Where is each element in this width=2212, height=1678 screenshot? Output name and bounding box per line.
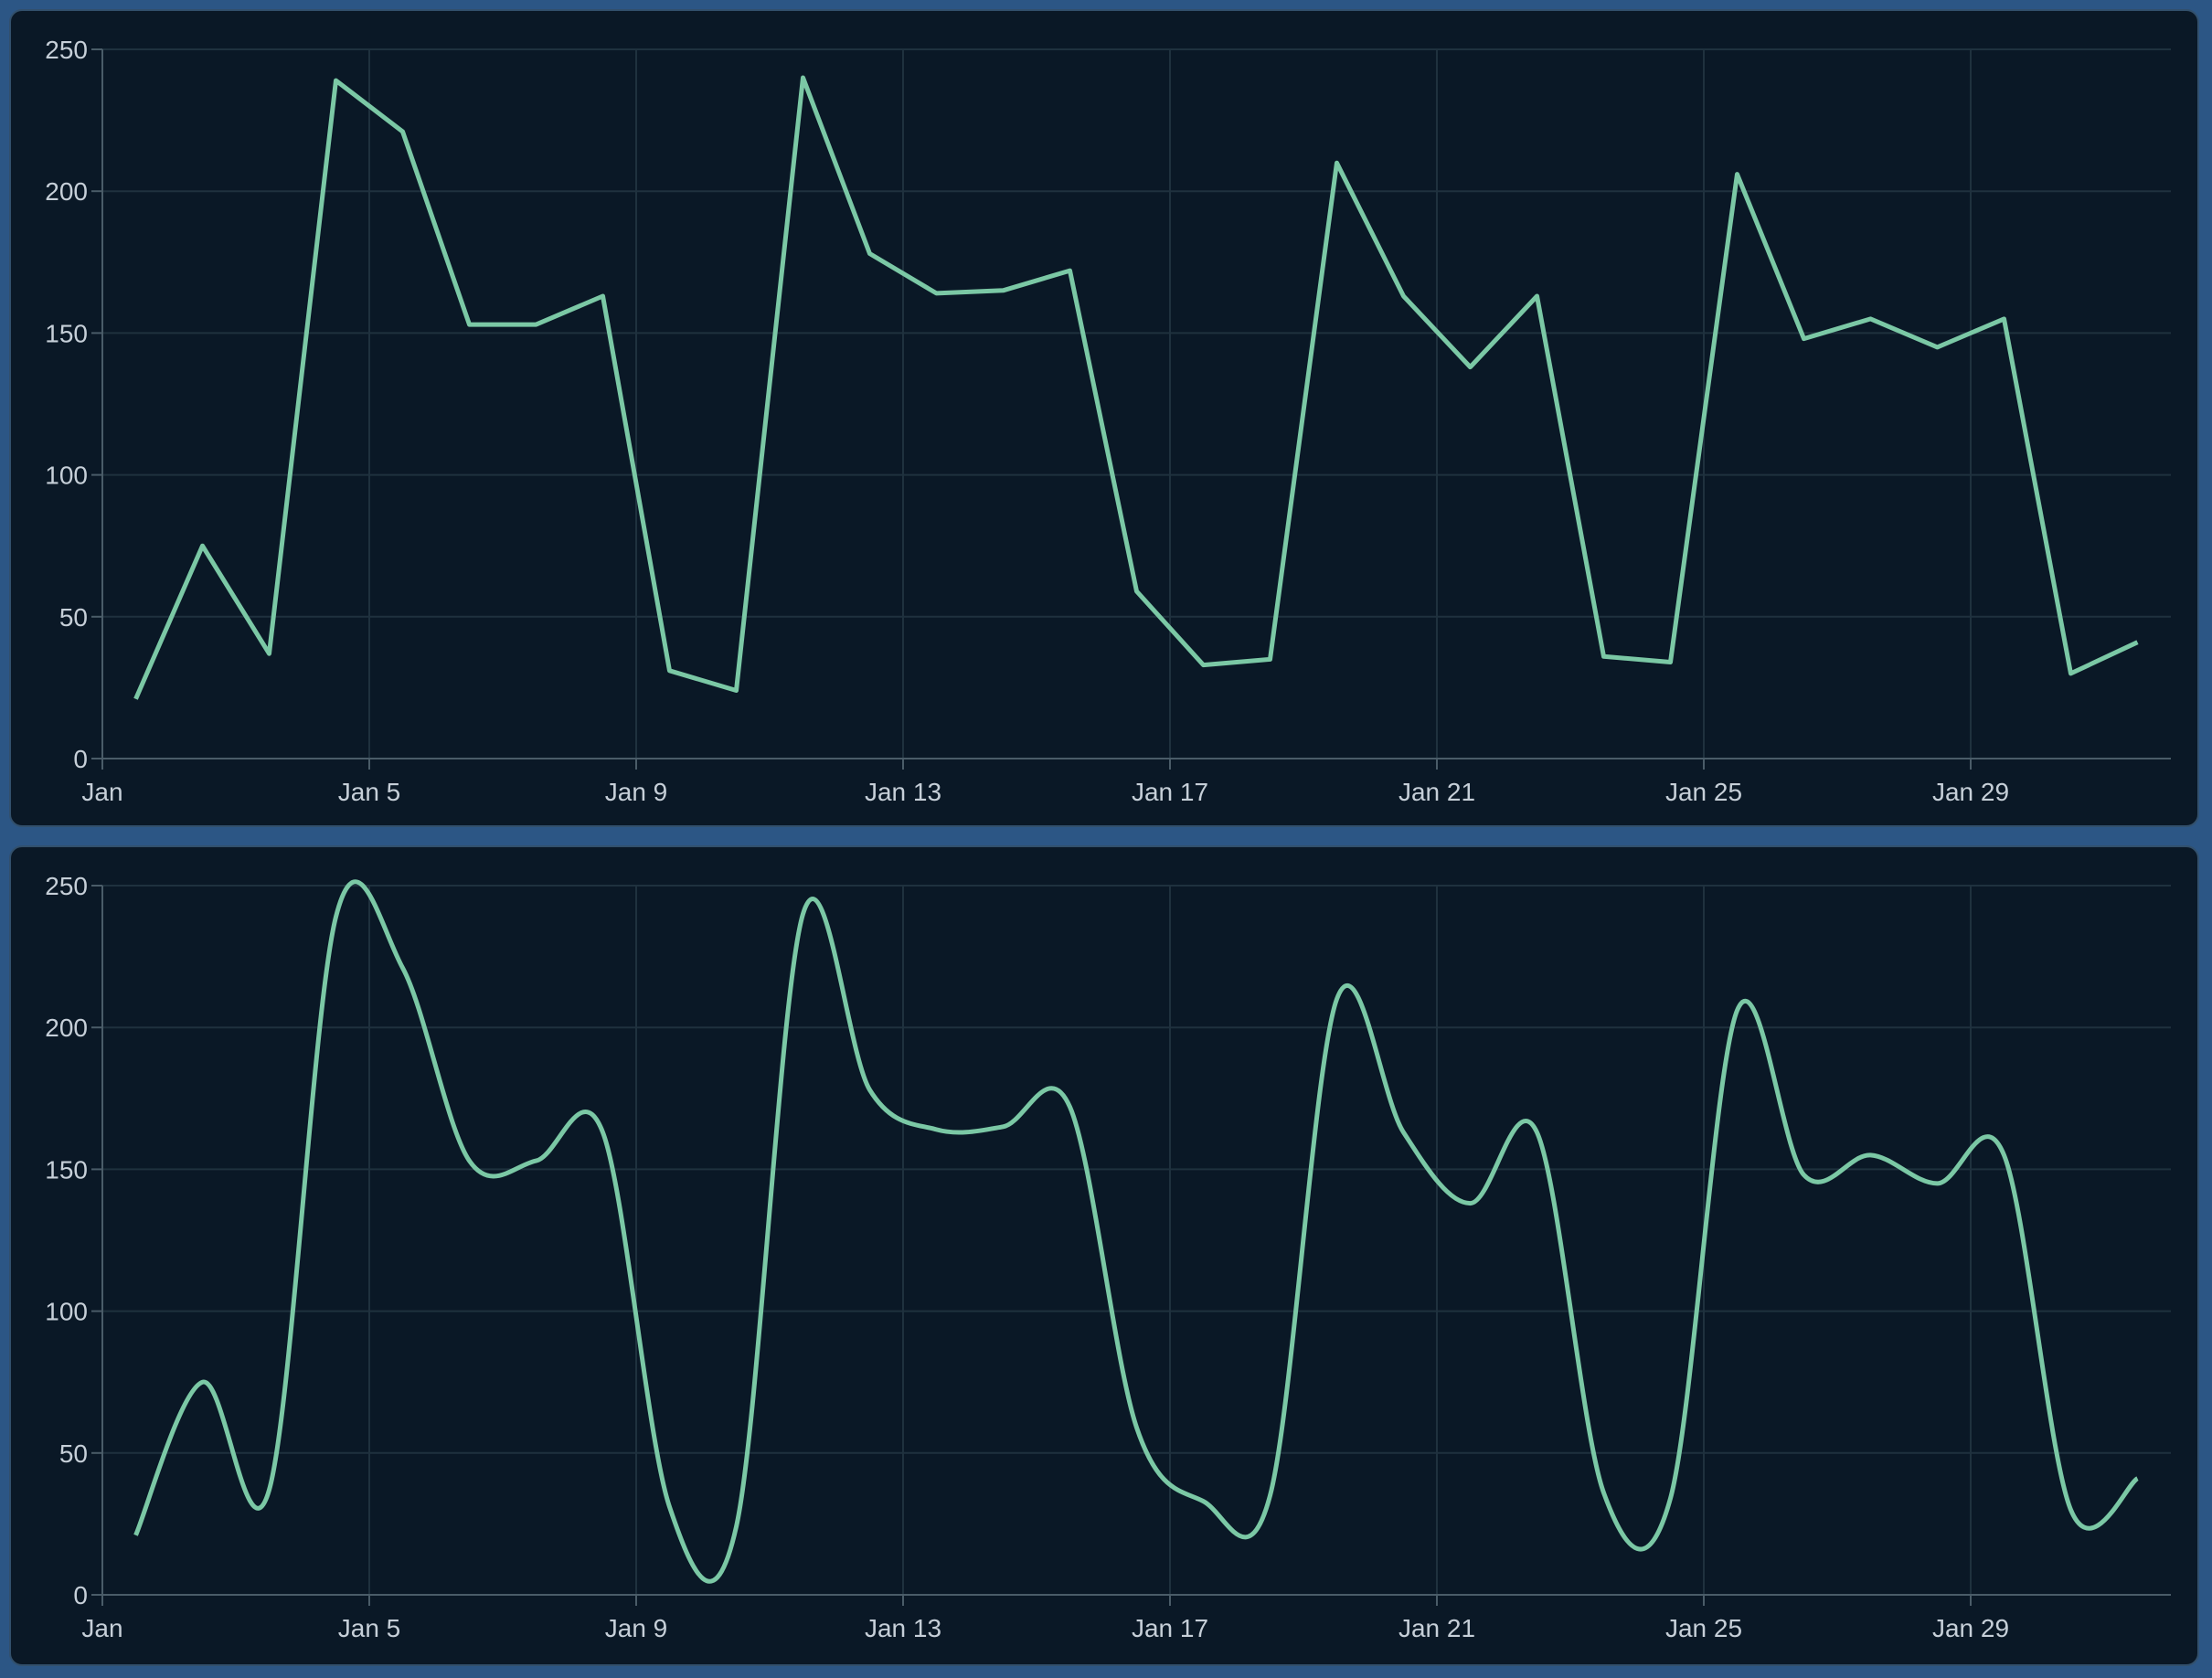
x-tick-label: Jan 5	[338, 1614, 401, 1642]
line-chart-panel-smooth[interactable]: 0 50 100 150 200 250 Jan Jan 5 Jan 9 Jan 13 Jan 17…	[9, 845, 2199, 1666]
y-tick-label: 100	[45, 1298, 88, 1326]
y-tick-label: 200	[45, 177, 88, 206]
x-tick-label: Jan 13	[865, 778, 941, 806]
y-tick-label: 150	[45, 319, 88, 347]
x-tick-label: Jan 29	[1932, 778, 2009, 806]
y-tick-label: 0	[73, 745, 88, 773]
x-tick-label: Jan 25	[1665, 1614, 1742, 1642]
x-tick-label: Jan 17	[1132, 1614, 1208, 1642]
x-tick-label: Jan 29	[1932, 1614, 2009, 1642]
x-tick-label: Jan 9	[605, 1614, 668, 1642]
x-tick-label: Jan 21	[1398, 1614, 1475, 1642]
x-tick-label: Jan 17	[1132, 778, 1208, 806]
x-tick-label: Jan 9	[605, 778, 668, 806]
linear-line-chart: 0 50 100 150 200 250 Jan Jan 5 Jan 9 Jan 13 Jan 17…	[45, 36, 2171, 806]
y-tick-label: 150	[45, 1155, 88, 1184]
y-tick-label: 250	[45, 36, 88, 64]
y-tick-label: 250	[45, 872, 88, 900]
x-tick-label: Jan	[81, 1614, 122, 1642]
series-line[interactable]	[133, 75, 2139, 700]
y-tick-label: 0	[73, 1581, 88, 1609]
y-tick-label: 100	[45, 462, 88, 490]
y-tick-label: 50	[59, 603, 88, 632]
x-tick-label: Jan 21	[1398, 778, 1475, 806]
series-line[interactable]	[133, 879, 2140, 1584]
line-chart-panel-linear[interactable]: 0 50 100 150 200 250 Jan Jan 5 Jan 9 Jan 13 Jan 17…	[9, 9, 2199, 827]
x-tick-label: Jan 5	[338, 778, 401, 806]
y-tick-label: 50	[59, 1439, 88, 1468]
y-tick-label: 200	[45, 1014, 88, 1042]
smooth-line-chart: 0 50 100 150 200 250 Jan Jan 5 Jan 9 Jan 13 Jan 17…	[45, 872, 2171, 1642]
x-tick-label: Jan 13	[865, 1614, 941, 1642]
x-tick-label: Jan	[81, 778, 122, 806]
x-tick-label: Jan 25	[1665, 778, 1742, 806]
